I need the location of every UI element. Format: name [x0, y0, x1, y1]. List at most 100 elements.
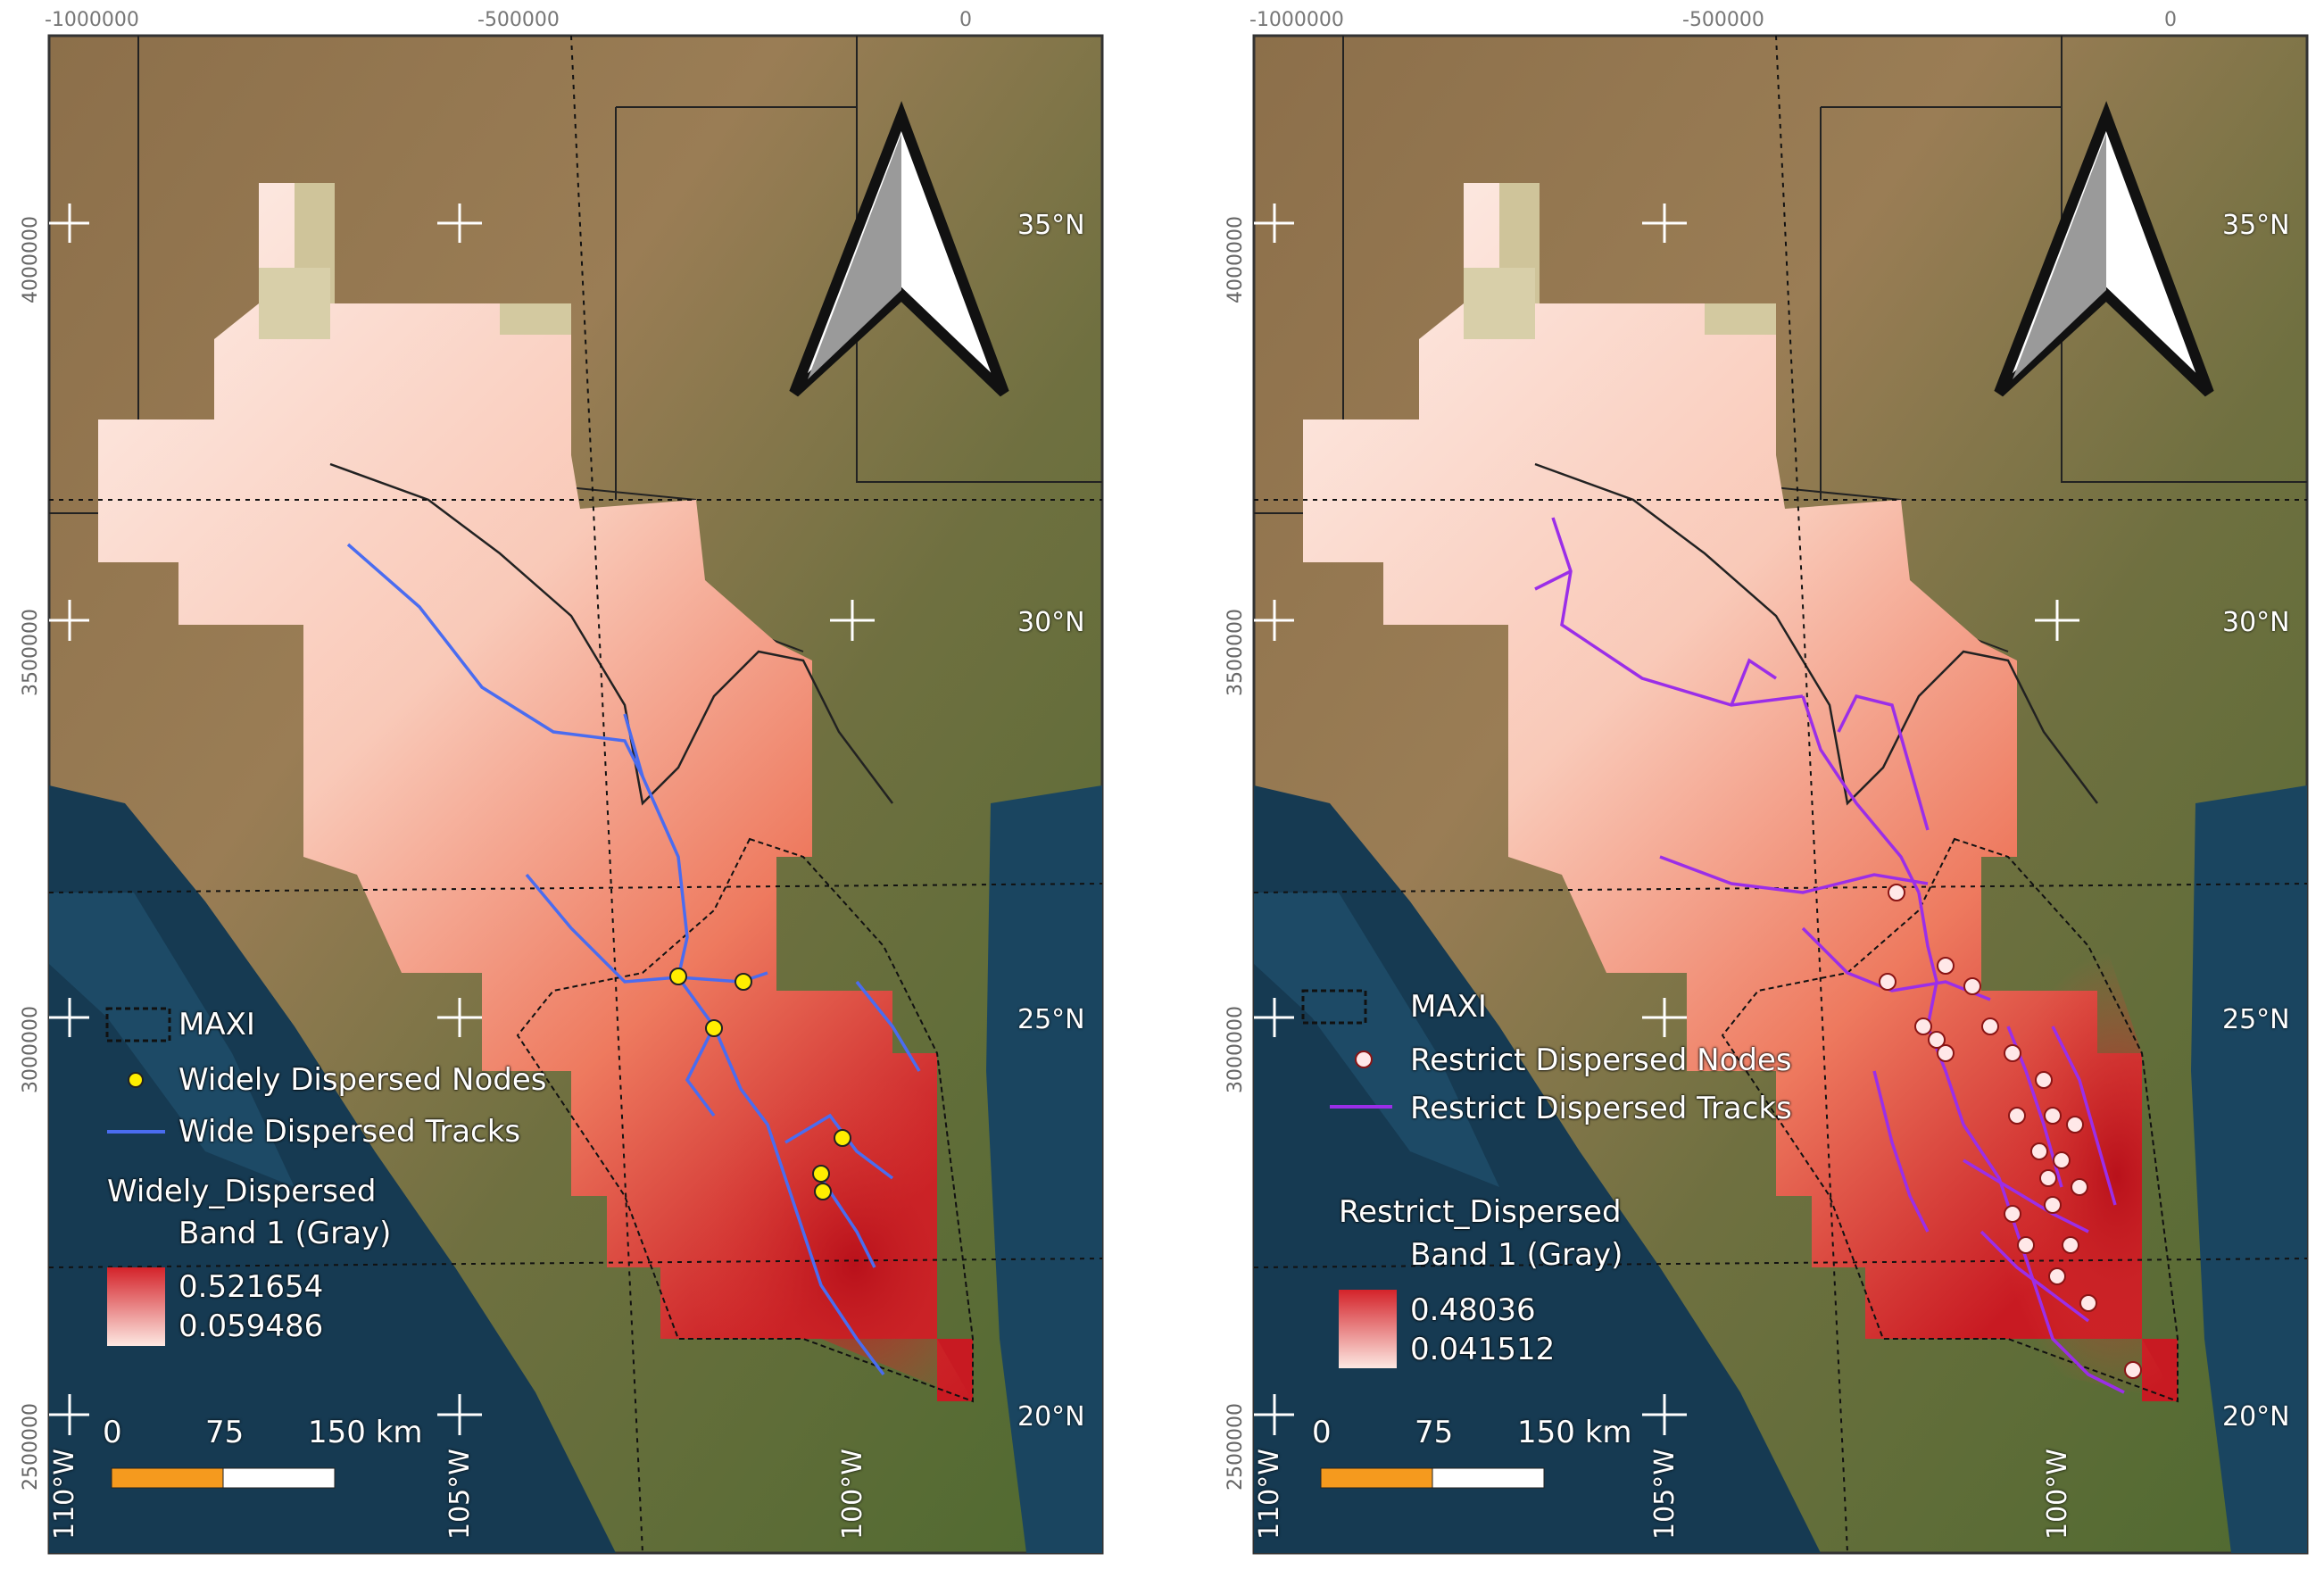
node-marker: [2039, 1169, 2057, 1187]
gray-tile: [1464, 268, 1535, 339]
legend-node-swatch: [1355, 1051, 1373, 1068]
node-marker: [1888, 884, 1905, 901]
y-tick-label: 3000000: [20, 1006, 42, 1093]
node-marker: [2066, 1116, 2084, 1134]
pacific-ocean: [49, 785, 616, 1553]
scale-label-zero: 0: [1312, 1415, 1332, 1450]
legend-node-swatch: [128, 1072, 144, 1088]
longitude-label: 105°W: [1649, 1449, 1681, 1540]
node-marker: [2048, 1267, 2066, 1285]
node-marker: [2008, 1107, 2026, 1125]
legend-maxi-swatch: [105, 1007, 171, 1042]
country-border: [1534, 462, 2098, 806]
node-marker: [812, 1165, 830, 1183]
y-tick-label: 3500000: [1224, 609, 1247, 696]
map-canvas-right: [1252, 34, 2309, 1555]
legend-color-ramp: [1339, 1290, 1397, 1368]
node-marker: [2053, 1151, 2071, 1169]
longitude-label: 100°W: [837, 1449, 868, 1540]
y-tick-label: 2500000: [1224, 1403, 1247, 1491]
maxi-region: [1721, 837, 2179, 1403]
grid-crosses: [49, 203, 875, 1435]
latitude-label: 20°N: [1017, 1401, 1085, 1433]
y-tick-label: 3500000: [20, 609, 42, 696]
legend-maxi-swatch: [1301, 989, 1367, 1025]
scale-bar-segment-2: [222, 1467, 336, 1489]
legend-band-label: Band 1 (Gray): [178, 1216, 392, 1251]
legend-min-value: 0.041512: [1410, 1332, 1556, 1367]
legend-nodes-label: Widely Dispersed Nodes: [178, 1062, 547, 1098]
legend-min-value: 0.059486: [178, 1308, 324, 1344]
gulf-of-california: [1254, 893, 1499, 1187]
legend-layer-title: Widely_Dispersed: [107, 1174, 377, 1209]
latitude-label: 35°N: [1017, 210, 1085, 241]
node-marker: [1937, 957, 1955, 975]
restrict-dispersed-tracks: [1534, 517, 2125, 1394]
latitude-label: 20°N: [2222, 1401, 2290, 1433]
node-marker: [1937, 1044, 1955, 1062]
x-tick-label: 0: [959, 9, 972, 31]
longitude-label: 100°W: [2042, 1449, 2073, 1540]
scale-label-mid: 75: [205, 1415, 245, 1450]
legend-max-value: 0.521654: [178, 1269, 324, 1305]
node-marker: [735, 973, 752, 991]
node-marker: [1963, 977, 1981, 995]
x-tick-label: -500000: [477, 9, 560, 31]
longitude-label: 105°W: [444, 1449, 476, 1540]
legend-max-value: 0.48036: [1410, 1292, 1536, 1328]
node-marker: [2044, 1196, 2062, 1214]
legend-maxi-label: MAXI: [1410, 989, 1487, 1025]
node-marker: [669, 968, 687, 985]
legend-color-ramp: [107, 1267, 165, 1346]
node-marker: [2030, 1142, 2048, 1160]
scale-label-zero: 0: [103, 1415, 122, 1450]
y-tick-label: 4000000: [20, 216, 42, 303]
legend-tracks-label: Wide Dispersed Tracks: [178, 1114, 521, 1150]
gulf-of-mexico: [2191, 785, 2307, 1553]
node-marker: [2004, 1205, 2021, 1223]
gray-tile: [1705, 303, 1776, 335]
scale-label-end: 150 km: [1517, 1415, 1632, 1450]
gray-tile: [259, 268, 330, 339]
gulf-of-california: [49, 893, 295, 1187]
node-marker: [2124, 1361, 2142, 1379]
scale-bar-segment-1: [1320, 1467, 1433, 1489]
latitude-label: 25°N: [1017, 1004, 1085, 1035]
y-tick-label: 4000000: [1224, 216, 1247, 303]
map-panel-left: -1000000 -500000 0 4000000 3500000 30000…: [0, 0, 1160, 1578]
graticule: [48, 35, 1103, 1554]
node-marker: [705, 1019, 723, 1037]
latitude-label: 35°N: [2222, 210, 2290, 241]
grid-crosses: [1254, 203, 2079, 1435]
scale-bar-segment-1: [111, 1467, 224, 1489]
latitude-label: 25°N: [2222, 1004, 2290, 1035]
widely-dispersed-nodes: [669, 968, 851, 1200]
node-marker: [2004, 1044, 2021, 1062]
legend-tracks-label: Restrict Dispersed Tracks: [1410, 1091, 1792, 1126]
x-tick-label: -1000000: [45, 9, 139, 31]
node-marker: [1928, 1031, 1946, 1049]
node-marker: [2079, 1294, 2097, 1312]
maxi-region: [516, 837, 974, 1403]
graticule: [1253, 35, 2308, 1554]
restrict-dispersed-nodes: [1879, 884, 2142, 1379]
node-marker: [2071, 1178, 2088, 1196]
legend-layer-title: Restrict_Dispersed: [1339, 1194, 1622, 1230]
high-suitability-core: [500, 857, 973, 1401]
north-arrow-icon: [789, 101, 1009, 397]
longitude-label: 110°W: [1254, 1449, 1285, 1540]
node-marker: [2017, 1236, 2035, 1254]
node-marker: [2044, 1107, 2062, 1125]
legend-band-label: Band 1 (Gray): [1410, 1237, 1623, 1273]
y-tick-label: 3000000: [1224, 1006, 1247, 1093]
scale-label-end: 150 km: [308, 1415, 423, 1450]
map-panel-right: -1000000 -500000 0 4000000 3500000 30000…: [1160, 0, 2320, 1578]
gulf-of-mexico: [986, 785, 1102, 1553]
y-tick-label: 2500000: [20, 1403, 42, 1491]
node-marker: [1879, 973, 1897, 991]
node-marker: [2062, 1236, 2079, 1254]
latitude-label: 30°N: [2222, 607, 2290, 638]
x-tick-label: -1000000: [1249, 9, 1344, 31]
country-border: [329, 462, 893, 806]
legend-nodes-label: Restrict Dispersed Nodes: [1410, 1042, 1792, 1078]
